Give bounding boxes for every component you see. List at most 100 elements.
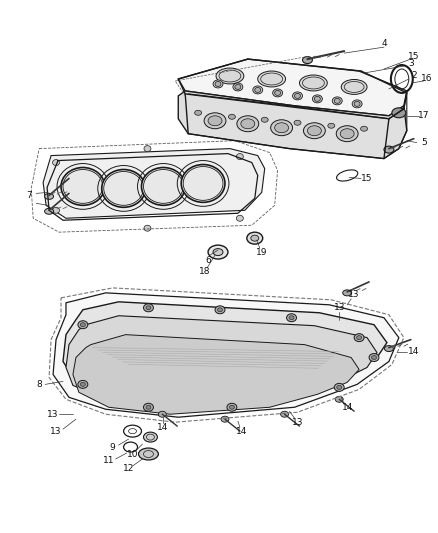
Ellipse shape xyxy=(253,86,263,94)
Ellipse shape xyxy=(241,119,255,129)
Ellipse shape xyxy=(144,146,151,151)
Ellipse shape xyxy=(385,345,393,352)
Ellipse shape xyxy=(294,93,300,99)
Ellipse shape xyxy=(233,83,243,91)
Ellipse shape xyxy=(53,207,60,213)
Ellipse shape xyxy=(159,411,166,417)
Ellipse shape xyxy=(247,232,263,244)
Text: 16: 16 xyxy=(421,75,432,84)
Ellipse shape xyxy=(221,416,229,422)
Ellipse shape xyxy=(354,334,364,342)
Ellipse shape xyxy=(293,92,303,100)
Ellipse shape xyxy=(300,75,327,91)
Ellipse shape xyxy=(218,308,223,312)
Text: 11: 11 xyxy=(103,456,114,465)
Ellipse shape xyxy=(61,167,105,205)
Text: 13: 13 xyxy=(292,418,303,427)
Ellipse shape xyxy=(275,123,289,133)
Ellipse shape xyxy=(144,403,153,411)
Ellipse shape xyxy=(208,245,228,259)
Polygon shape xyxy=(63,302,387,404)
Ellipse shape xyxy=(258,71,286,87)
Ellipse shape xyxy=(45,193,53,199)
Ellipse shape xyxy=(235,84,241,90)
Ellipse shape xyxy=(392,108,406,118)
Ellipse shape xyxy=(78,381,88,389)
Ellipse shape xyxy=(230,405,234,409)
Ellipse shape xyxy=(213,80,223,88)
Polygon shape xyxy=(43,149,265,218)
Text: 7: 7 xyxy=(26,191,32,200)
Ellipse shape xyxy=(53,159,60,166)
Text: 3: 3 xyxy=(408,59,413,68)
Text: 8: 8 xyxy=(36,380,42,389)
Polygon shape xyxy=(178,91,407,158)
Ellipse shape xyxy=(144,225,151,231)
Polygon shape xyxy=(66,316,377,407)
Ellipse shape xyxy=(369,353,379,361)
Text: 10: 10 xyxy=(127,449,138,458)
Ellipse shape xyxy=(312,95,322,103)
Ellipse shape xyxy=(237,116,259,132)
Ellipse shape xyxy=(289,316,294,320)
Ellipse shape xyxy=(78,321,88,329)
Polygon shape xyxy=(53,293,399,417)
Ellipse shape xyxy=(334,99,340,103)
Ellipse shape xyxy=(343,290,352,296)
Text: 13: 13 xyxy=(50,426,62,435)
Ellipse shape xyxy=(146,306,151,310)
Ellipse shape xyxy=(237,215,244,221)
Ellipse shape xyxy=(138,448,159,460)
Ellipse shape xyxy=(354,101,360,107)
Ellipse shape xyxy=(341,79,367,94)
Ellipse shape xyxy=(229,114,235,119)
Ellipse shape xyxy=(141,167,185,205)
Ellipse shape xyxy=(332,97,342,105)
Ellipse shape xyxy=(336,126,358,142)
Ellipse shape xyxy=(213,248,223,255)
Ellipse shape xyxy=(314,96,320,101)
Ellipse shape xyxy=(81,322,85,327)
Text: 14: 14 xyxy=(236,426,247,435)
Ellipse shape xyxy=(281,411,289,417)
Text: 5: 5 xyxy=(421,138,427,147)
Ellipse shape xyxy=(215,82,221,86)
Ellipse shape xyxy=(303,56,312,63)
Polygon shape xyxy=(73,335,359,414)
Ellipse shape xyxy=(144,432,157,442)
Text: 4: 4 xyxy=(381,39,387,47)
Text: 13: 13 xyxy=(47,410,59,419)
Text: 12: 12 xyxy=(123,464,134,473)
Text: 13: 13 xyxy=(333,303,345,312)
Ellipse shape xyxy=(216,68,244,84)
Ellipse shape xyxy=(340,129,354,139)
Ellipse shape xyxy=(237,154,244,159)
Ellipse shape xyxy=(360,126,367,131)
Ellipse shape xyxy=(144,304,153,312)
Ellipse shape xyxy=(357,336,362,340)
Ellipse shape xyxy=(81,382,85,386)
Ellipse shape xyxy=(261,117,268,122)
Text: 17: 17 xyxy=(418,111,429,120)
Text: 9: 9 xyxy=(110,442,116,451)
Text: 14: 14 xyxy=(157,423,168,432)
Ellipse shape xyxy=(251,235,259,241)
Ellipse shape xyxy=(102,169,145,207)
Ellipse shape xyxy=(255,87,261,92)
Ellipse shape xyxy=(371,356,377,360)
Ellipse shape xyxy=(275,91,281,95)
Ellipse shape xyxy=(146,405,151,409)
Ellipse shape xyxy=(204,113,226,129)
Text: 2: 2 xyxy=(411,71,417,80)
Text: 14: 14 xyxy=(342,403,353,412)
Text: 18: 18 xyxy=(199,268,211,277)
Text: 15: 15 xyxy=(408,52,420,61)
Ellipse shape xyxy=(384,146,394,153)
Ellipse shape xyxy=(334,383,344,391)
Text: 15: 15 xyxy=(361,174,373,183)
Ellipse shape xyxy=(215,306,225,314)
Ellipse shape xyxy=(208,116,222,126)
Ellipse shape xyxy=(307,126,321,136)
Ellipse shape xyxy=(286,314,297,322)
Polygon shape xyxy=(178,59,407,116)
